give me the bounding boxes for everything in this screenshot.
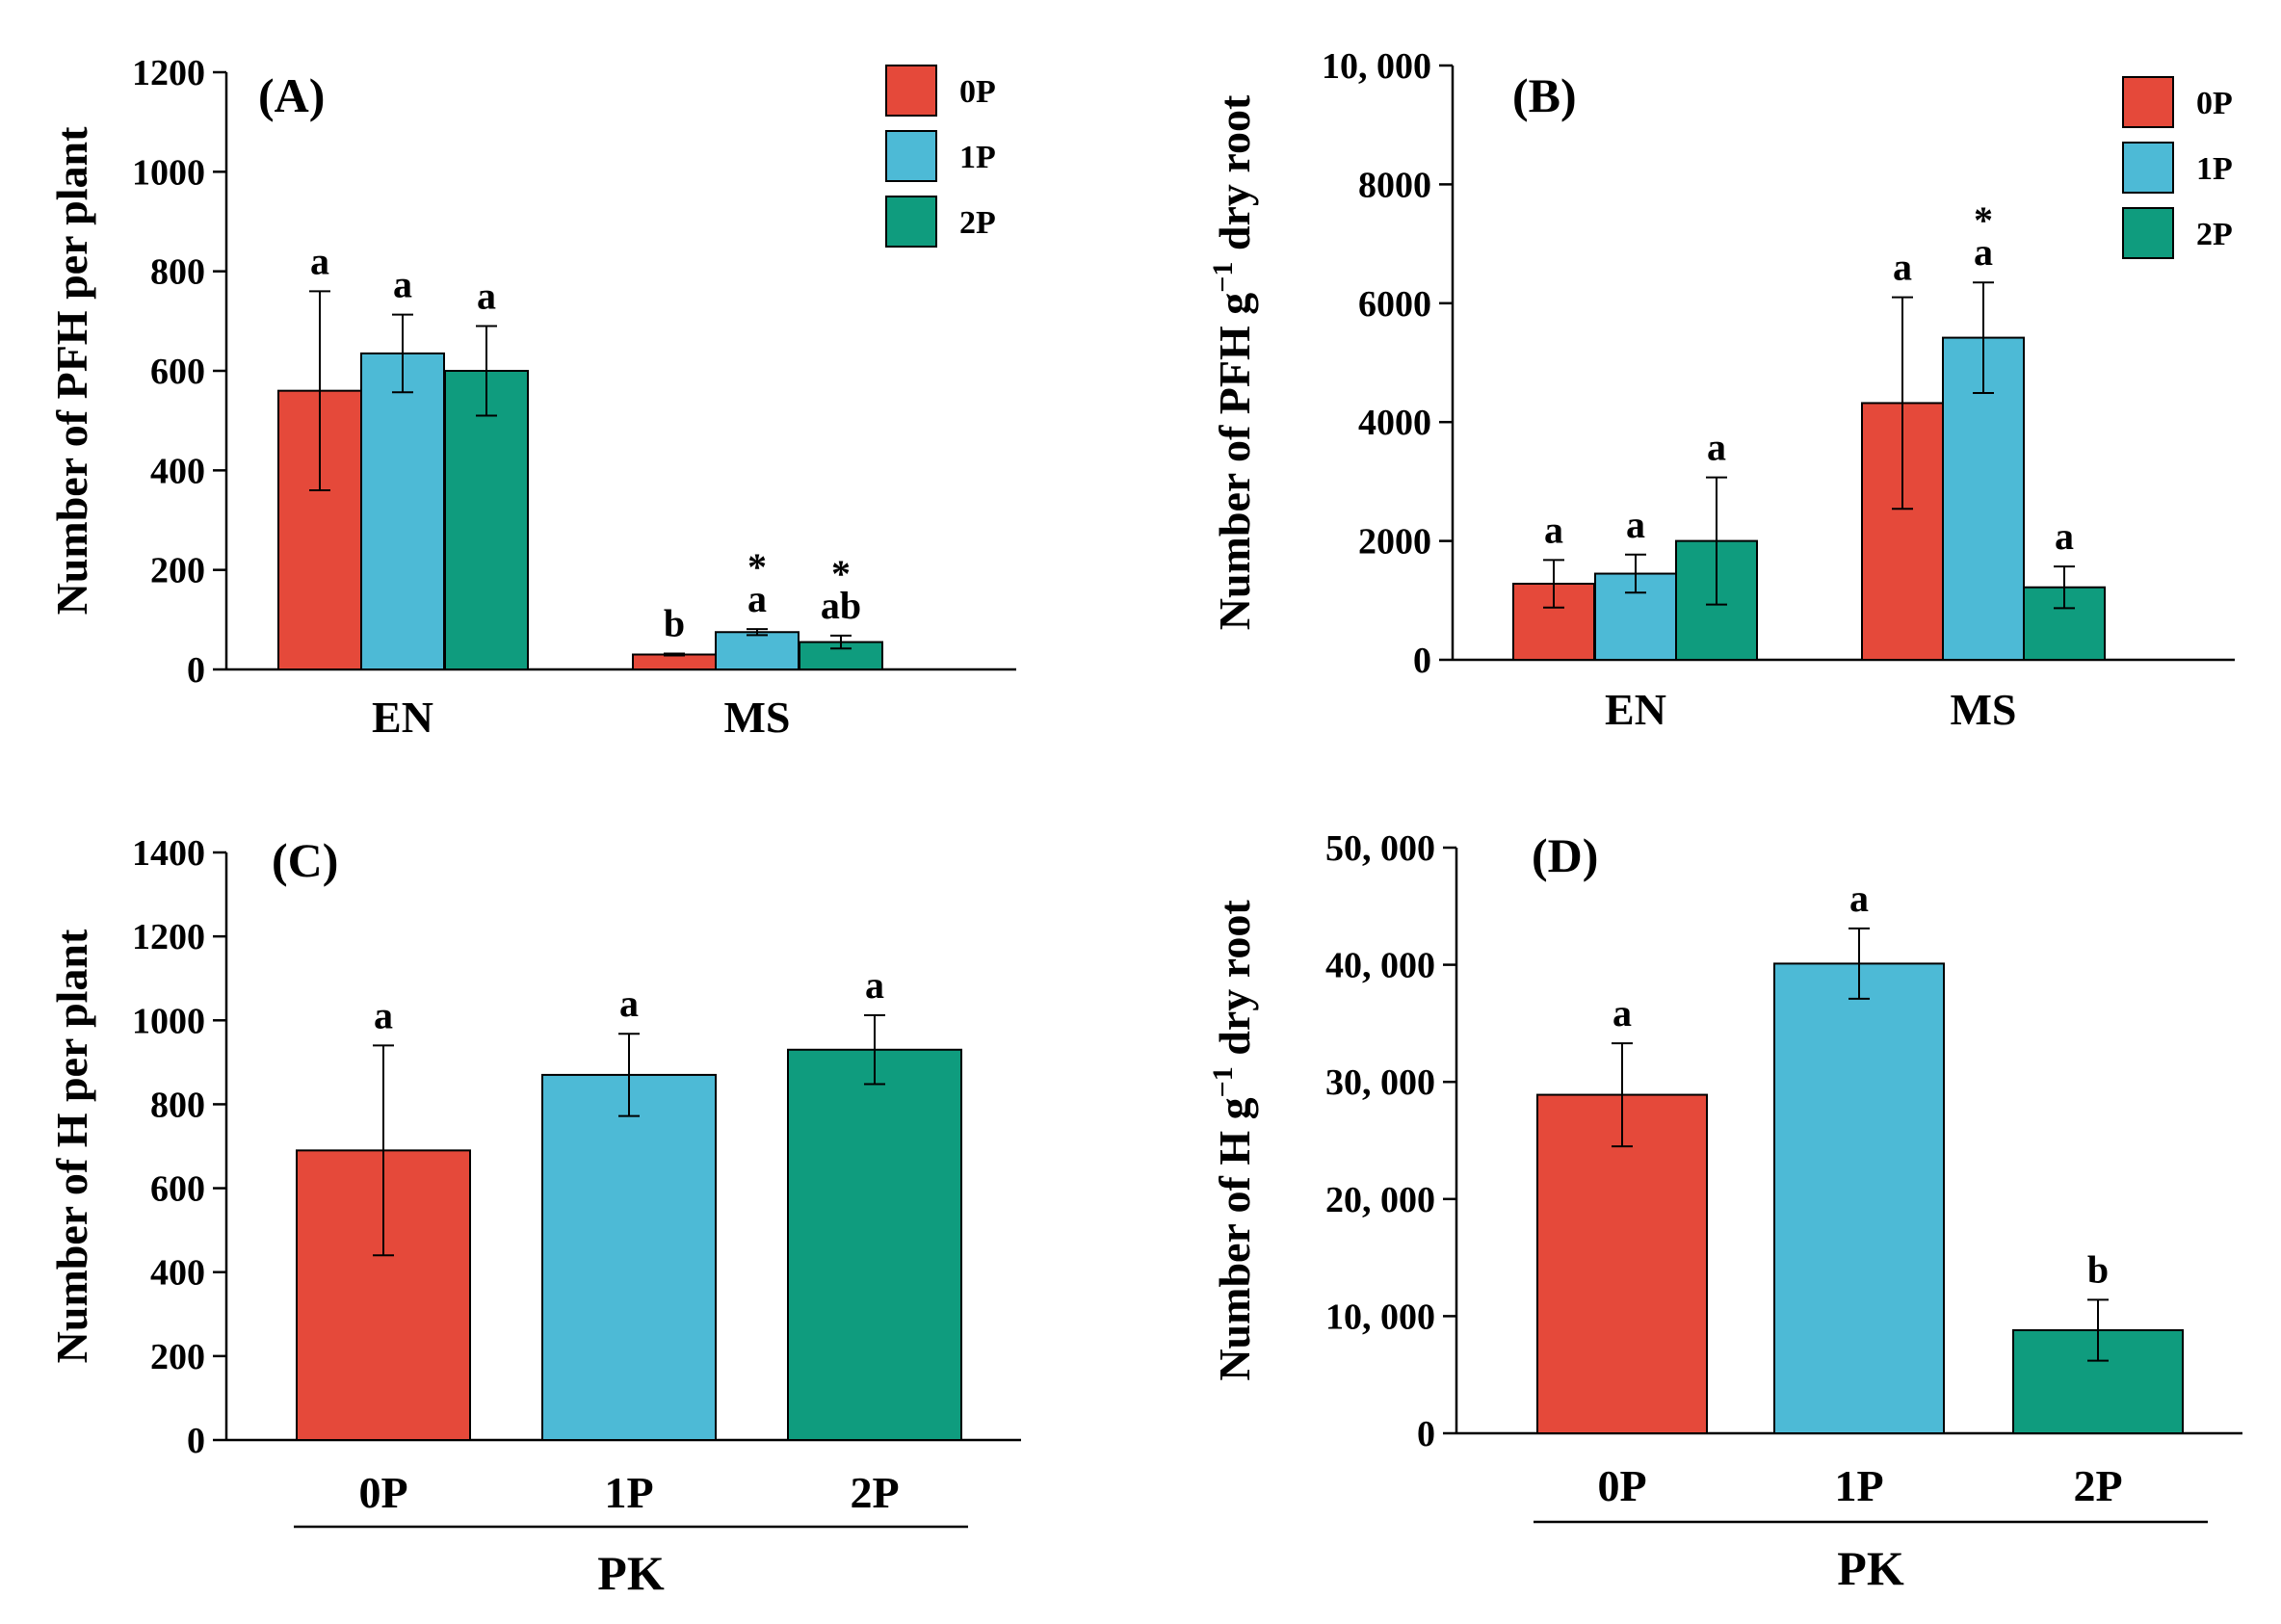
group-label: PK — [1837, 1541, 1904, 1595]
significance-letter: a — [865, 963, 884, 1007]
y-tick-label: 4000 — [1358, 403, 1431, 443]
y-axis-label: Number of PFH g−1 dry root — [1207, 94, 1259, 630]
x-category-label: MS — [724, 693, 791, 742]
y-tick-label: 1000 — [132, 152, 205, 193]
y-axis-label: Number of H per plant — [47, 929, 96, 1363]
y-tick-label: 2000 — [1358, 522, 1431, 563]
legend-label: 1P — [2196, 151, 2233, 187]
bar — [541, 1073, 717, 1442]
y-tick-label: 10, 000 — [1325, 1297, 1435, 1337]
legend-swatch — [2122, 142, 2174, 194]
chart-panel-a: 0 200 400 600 800 1000 1200 Number of PFH per p… — [47, 53, 1016, 742]
significance-letter: a — [1974, 230, 1993, 274]
y-tick-label: 400 — [150, 1253, 205, 1294]
x-category-label: EN — [1605, 685, 1666, 734]
bar — [1536, 1093, 1708, 1435]
y-axis-label-part: dry root — [1210, 94, 1259, 262]
y-tick-label: 0 — [1413, 641, 1431, 681]
panel-label: (B) — [1512, 68, 1577, 122]
significance-letter: a — [1707, 426, 1726, 469]
y-axis-label-part: Number of H g — [1210, 1097, 1259, 1380]
y-axis-label-part: Number of PFH g — [1210, 293, 1259, 631]
bar — [632, 653, 717, 670]
legend-label: 0P — [959, 74, 996, 110]
significance-letter: a — [477, 275, 496, 318]
bar — [360, 352, 445, 670]
significance-star: * — [1974, 198, 1993, 242]
y-axis-label-part: dry root — [1210, 900, 1259, 1067]
y-axis-label-superscript: −1 — [1207, 262, 1239, 293]
y-axis-label: Number of H g−1 dry root — [1207, 900, 1259, 1381]
y-tick-label: 200 — [150, 551, 205, 591]
bar — [1773, 962, 1945, 1434]
y-tick-label: 1200 — [132, 53, 205, 93]
y-tick-label: 800 — [150, 1085, 205, 1125]
significance-letter: a — [2055, 514, 2074, 558]
x-category-label: EN — [372, 693, 433, 742]
y-tick-label: 20, 000 — [1325, 1180, 1435, 1220]
x-category-label: 2P — [850, 1468, 899, 1517]
chart-panel-b: 0 2000 4000 6000 8000 10, 000 Number of PFH g−… — [1207, 46, 2235, 734]
bar — [715, 631, 800, 670]
significance-letter: ab — [821, 584, 861, 627]
y-tick-label: 200 — [150, 1337, 205, 1377]
significance-letter: a — [1544, 508, 1563, 551]
legend-label: 2P — [959, 205, 996, 241]
y-tick-label: 1400 — [132, 833, 205, 874]
significance-letter: a — [1893, 246, 1912, 289]
legend-swatch — [885, 196, 937, 248]
bar — [444, 370, 529, 670]
significance-star: * — [747, 545, 767, 589]
significance-letter: a — [393, 263, 412, 306]
legend-label: 1P — [959, 140, 996, 175]
x-category-label: 2P — [2073, 1461, 2122, 1510]
significance-letter: a — [1612, 991, 1632, 1035]
panel-label: (C) — [272, 833, 338, 887]
legend-label: 2P — [2196, 217, 2233, 252]
significance-letter: b — [664, 601, 685, 644]
significance-letter: a — [1849, 877, 1869, 920]
x-category-label: 0P — [1597, 1461, 1646, 1510]
significance-letter: a — [1626, 503, 1645, 546]
x-category-label: 1P — [1834, 1461, 1883, 1510]
significance-letter: a — [619, 982, 639, 1025]
significance-letter: b — [2087, 1247, 2109, 1291]
y-tick-label: 400 — [150, 451, 205, 491]
y-axis-label-superscript: −1 — [1207, 1066, 1239, 1097]
significance-letter: a — [374, 993, 393, 1036]
x-category-label: 1P — [604, 1468, 653, 1517]
y-tick-label: 6000 — [1358, 284, 1431, 325]
y-tick-label: 600 — [150, 1169, 205, 1210]
x-category-label: 0P — [358, 1468, 407, 1517]
legend-swatch — [2122, 207, 2174, 259]
legend-swatch — [2122, 76, 2174, 128]
legend-swatch — [885, 65, 937, 117]
significance-star: * — [831, 552, 851, 595]
chart-panel-d: 0 10, 000 20, 000 30, 000 40, 000 50, 000 Numb… — [1207, 828, 2242, 1595]
significance-letter: a — [747, 577, 767, 620]
legend-swatch — [885, 130, 937, 182]
group-label: PK — [597, 1546, 665, 1600]
y-tick-label: 600 — [150, 352, 205, 392]
y-tick-label: 40, 000 — [1325, 946, 1435, 986]
y-tick-label: 1200 — [132, 917, 205, 957]
y-tick-label: 8000 — [1358, 165, 1431, 205]
chart-panel-c: 0 200 400 600 800 1000 1200 1400 Number of H per… — [47, 833, 1021, 1600]
y-tick-label: 1000 — [132, 1001, 205, 1041]
y-tick-label: 10, 000 — [1322, 46, 1431, 87]
y-tick-label: 0 — [1417, 1414, 1435, 1454]
y-tick-label: 0 — [187, 1421, 205, 1461]
panel-label: (A) — [258, 68, 325, 122]
x-category-label: MS — [1951, 685, 2017, 734]
bar — [787, 1048, 962, 1442]
significance-letter: a — [310, 239, 329, 282]
y-tick-label: 800 — [150, 252, 205, 293]
y-tick-label: 30, 000 — [1325, 1062, 1435, 1103]
y-tick-label: 0 — [187, 650, 205, 691]
y-tick-label: 50, 000 — [1325, 828, 1435, 869]
legend-label: 0P — [2196, 86, 2233, 121]
y-axis-label: Number of PFH per plant — [47, 126, 96, 616]
panel-label: (D) — [1532, 828, 1598, 882]
